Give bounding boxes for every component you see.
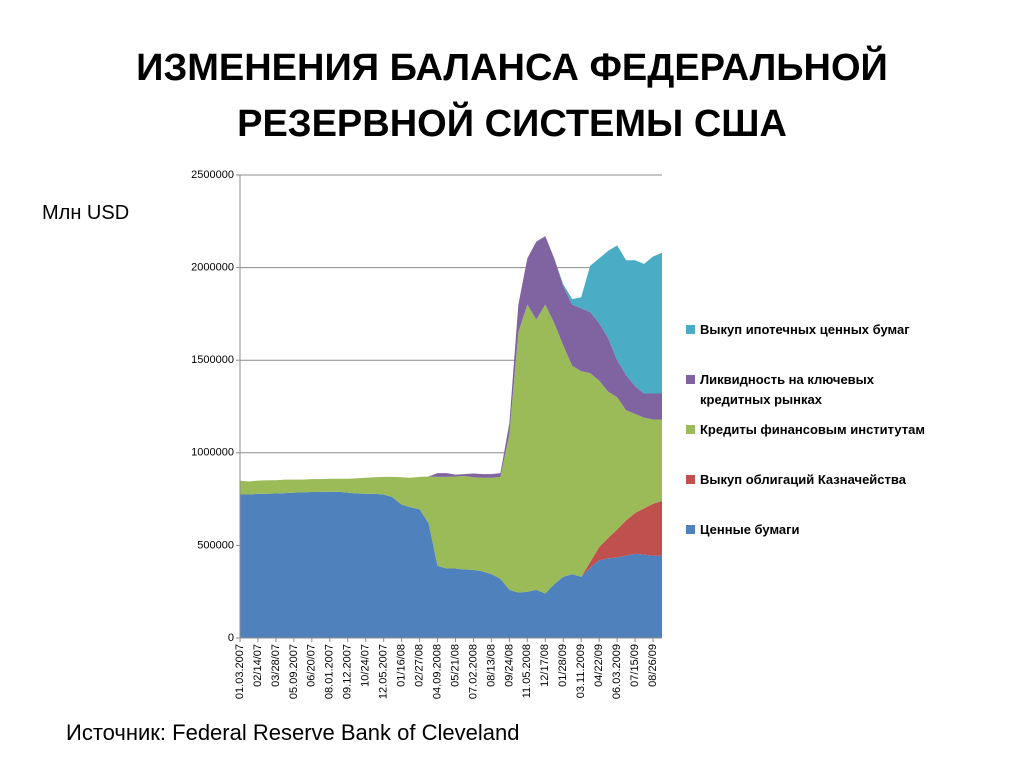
legend-label: Ликвидность на ключевых кредитных рынках (700, 372, 875, 407)
x-tick-label: 02/27/08 (413, 644, 425, 687)
x-tick-label: 06/20/07 (306, 644, 318, 687)
legend-label: Выкуп облигаций Казначейства (700, 472, 906, 487)
x-tick-label: 01/16/08 (396, 644, 408, 687)
area (240, 304, 662, 594)
x-tick-label: 05.09.2007 (288, 644, 300, 699)
y-tick-label: 2000000 (191, 262, 234, 274)
y-tick-label: 1500000 (191, 354, 234, 366)
legend-label: Выкуп ипотечных ценных бумаг (700, 322, 910, 337)
y-axis-label: Млн USD (42, 202, 130, 224)
x-tick-label: 09.12.2007 (342, 644, 354, 699)
x-tick-label: 05/21/08 (449, 644, 461, 687)
legend-item: Ликвидность на ключевых кредитных рынках (686, 370, 946, 410)
legend-item: Ценные бумаги (686, 520, 946, 540)
legend-item: Кредиты финансовым институтам (686, 420, 946, 440)
x-tick-label: 09/24/08 (503, 644, 515, 687)
legend-swatch (686, 525, 695, 534)
y-tick-label: 500000 (197, 539, 234, 551)
y-tick-label: 1000000 (191, 447, 234, 459)
x-tick-label: 08/26/09 (647, 644, 659, 687)
x-tick-label: 08.01.2007 (324, 644, 336, 699)
x-tick-label: 01.03.2007 (234, 644, 246, 699)
x-tick-label: 03.11.2009 (575, 644, 587, 698)
legend-label: Кредиты финансовым институтам (700, 422, 925, 437)
x-tick-label: 11.05.2008 (521, 644, 533, 698)
area (240, 491, 662, 638)
legend-label: Ценные бумаги (700, 522, 800, 537)
slide-title: ИЗМЕНЕНИЯ БАЛАНСА ФЕДЕРАЛЬНОЙ РЕЗЕРВНОЙ … (136, 47, 888, 145)
x-tick-label: 06.03.2009 (611, 644, 623, 699)
y-tick-label: 2500000 (191, 169, 234, 181)
legend-item: Выкуп облигаций Казначейства (686, 470, 946, 490)
x-tick-label: 12/17/08 (539, 644, 551, 687)
legend-swatch (686, 375, 695, 384)
x-tick-label: 02/14/07 (252, 644, 264, 687)
y-tick-label: 0 (228, 632, 234, 644)
legend-swatch (686, 425, 695, 434)
x-tick-label: 12.05.2007 (378, 644, 390, 699)
area (240, 236, 662, 482)
legend-swatch (686, 325, 695, 334)
x-tick-label: 01/28/09 (557, 644, 569, 687)
source-note: Источник: Federal Reserve Bank of Clevel… (66, 720, 520, 745)
x-tick-label: 03/28/07 (270, 644, 282, 687)
x-tick-label: 08/13/08 (485, 644, 497, 687)
x-tick-label: 10/24/07 (360, 644, 372, 687)
x-tick-label: 07/15/09 (629, 644, 641, 687)
x-tick-label: 04/22/09 (593, 644, 605, 687)
legend-swatch (686, 475, 695, 484)
legend-item: Выкуп ипотечных ценных бумаг (686, 320, 946, 340)
x-tick-label: 04.09.2008 (431, 644, 443, 699)
area (240, 236, 662, 482)
x-tick-label: 07.02.2008 (467, 644, 479, 699)
